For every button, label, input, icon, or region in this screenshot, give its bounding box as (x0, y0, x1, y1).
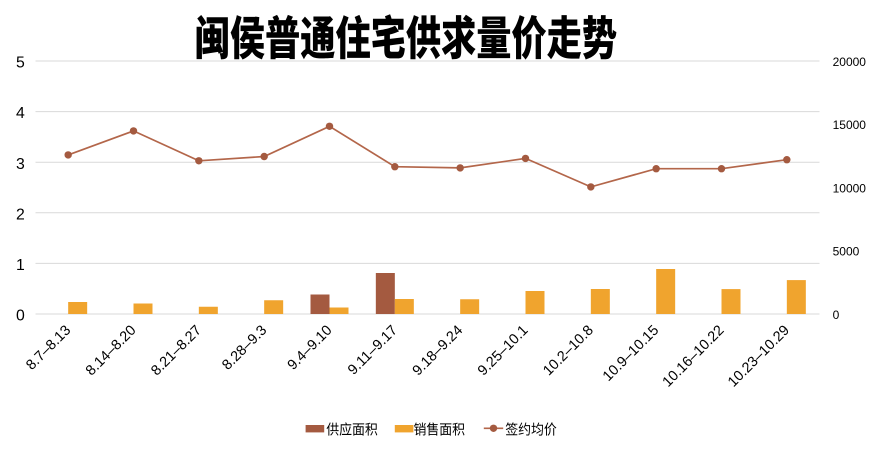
svg-text:0: 0 (833, 308, 840, 322)
svg-text:2: 2 (16, 206, 25, 223)
svg-text:5: 5 (16, 55, 25, 72)
svg-text:3: 3 (16, 156, 25, 173)
svg-text:0: 0 (16, 308, 25, 325)
svg-text:10000: 10000 (833, 181, 867, 195)
svg-text:20000: 20000 (833, 55, 867, 69)
svg-text:5000: 5000 (833, 245, 860, 259)
svg-text:15000: 15000 (833, 118, 867, 132)
svg-text:1: 1 (16, 257, 25, 274)
svg-text:4: 4 (16, 105, 25, 122)
